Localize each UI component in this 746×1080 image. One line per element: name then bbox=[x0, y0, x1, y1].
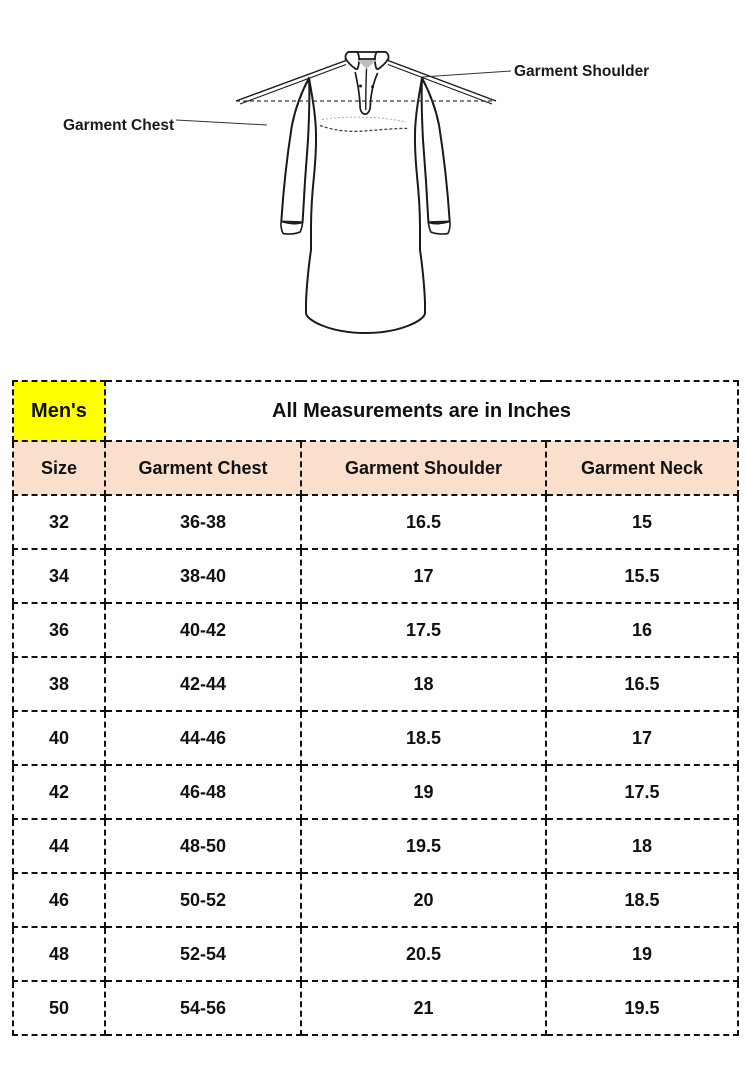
svg-text:Garment Chest: Garment Chest bbox=[63, 117, 174, 134]
svg-text:Garment Shoulder: Garment Shoulder bbox=[514, 63, 649, 80]
